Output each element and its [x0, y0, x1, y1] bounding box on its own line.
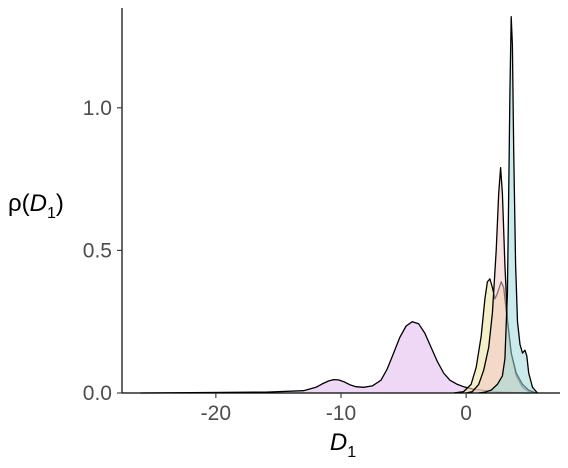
density-area-4	[478, 16, 538, 393]
y-axis-title-symbol: D	[30, 190, 47, 217]
x-axis-title: D1	[330, 429, 356, 461]
x-tick-label: -20	[201, 402, 231, 425]
y-axis-title: ρ(D1)	[8, 190, 64, 222]
axis-ticks: -20 -10 0 0.0 0.5 1.0	[83, 97, 472, 425]
x-axis-title-symbol: D	[330, 429, 347, 456]
density-series-group	[140, 15, 538, 394]
y-axis-title-subscript: 1	[47, 205, 56, 222]
density-area-1	[140, 321, 529, 393]
y-axis-title-prefix: ρ(	[8, 190, 30, 217]
x-tick-label: -10	[326, 402, 356, 425]
y-tick-label: 1.0	[83, 97, 112, 120]
density-area-3	[466, 167, 537, 393]
y-tick-label: 0.0	[83, 382, 112, 405]
y-axis-title-suffix: )	[56, 190, 64, 217]
x-axis-title-subscript: 1	[347, 444, 356, 461]
x-tick-label: 0	[460, 402, 472, 425]
density-line-4	[478, 15, 538, 394]
y-tick-label: 0.5	[83, 239, 112, 262]
